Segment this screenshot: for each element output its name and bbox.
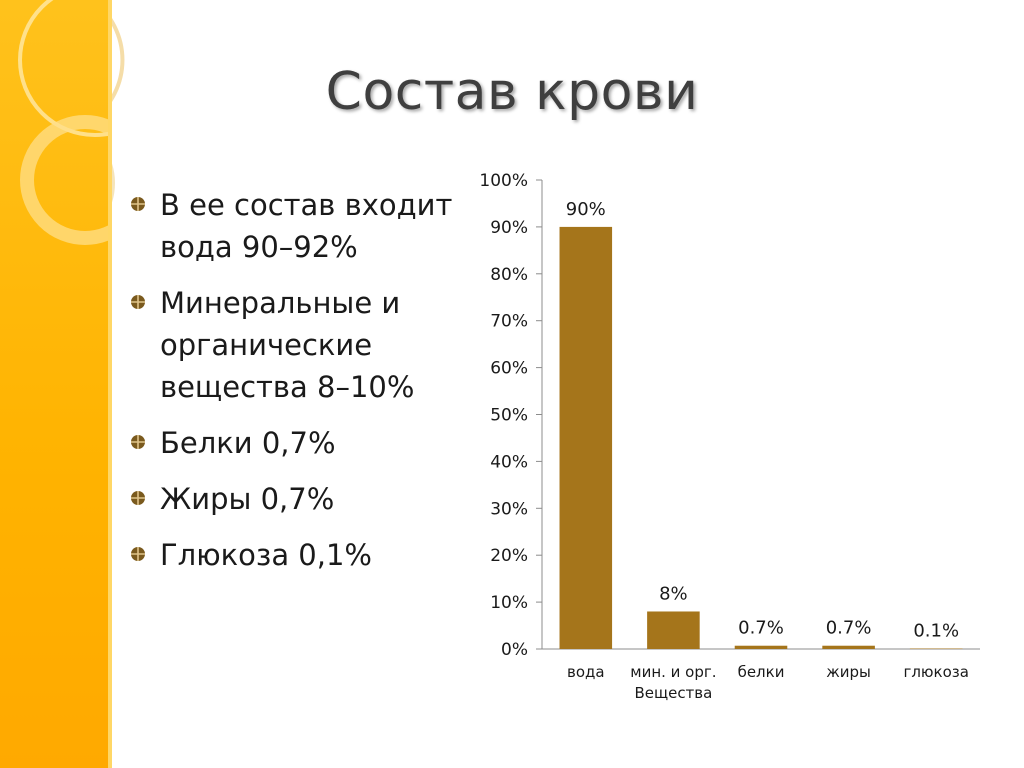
bar bbox=[647, 611, 700, 649]
y-tick-label: 50% bbox=[490, 406, 528, 426]
y-tick-label: 10% bbox=[490, 593, 528, 613]
bullet-text: В ее состав входит вода 90–92% bbox=[160, 188, 453, 264]
y-tick-label: 70% bbox=[490, 312, 528, 332]
bullet-text: Белки 0,7% bbox=[160, 426, 336, 460]
segmented-circle-icon bbox=[131, 547, 145, 561]
y-tick-label: 20% bbox=[490, 546, 528, 566]
bar-data-label: 0.7% bbox=[826, 618, 872, 639]
segmented-circle-icon bbox=[131, 491, 145, 505]
x-tick-label: Вещества bbox=[634, 684, 712, 702]
bullet-text: Минеральные и органические вещества 8–10… bbox=[160, 286, 415, 404]
bar bbox=[734, 645, 788, 649]
bar-data-label: 0.7% bbox=[738, 618, 784, 639]
y-tick-label: 60% bbox=[490, 359, 528, 379]
y-tick-label: 0% bbox=[501, 640, 528, 660]
y-tick-label: 80% bbox=[490, 265, 528, 285]
x-tick-label: жиры bbox=[826, 663, 871, 681]
x-tick-label: мин. и орг. bbox=[630, 663, 716, 681]
bullet-item: В ее состав входит вода 90–92% bbox=[130, 184, 475, 268]
segmented-circle-icon bbox=[131, 435, 145, 449]
x-tick-label: вода bbox=[567, 663, 605, 681]
bar bbox=[822, 645, 875, 649]
y-tick-label: 30% bbox=[490, 499, 528, 519]
x-tick-label: белки bbox=[738, 663, 785, 681]
band-edge bbox=[108, 0, 112, 768]
decorative-circles bbox=[18, 0, 112, 245]
segmented-circle-icon bbox=[131, 295, 145, 309]
decorative-side-band bbox=[0, 0, 112, 768]
bar-data-label: 8% bbox=[659, 583, 688, 604]
decorative-circle-arcs bbox=[112, 18, 125, 203]
y-tick-label: 90% bbox=[490, 218, 528, 238]
bullet-item: Жиры 0,7% bbox=[130, 478, 475, 520]
bullet-item: Минеральные и органические вещества 8–10… bbox=[130, 282, 475, 408]
bullet-item: Глюкоза 0,1% bbox=[130, 534, 475, 576]
bar bbox=[559, 226, 613, 649]
bullet-text: Глюкоза 0,1% bbox=[160, 538, 372, 572]
y-tick-label: 40% bbox=[490, 452, 528, 472]
slide-title: Состав крови bbox=[325, 62, 699, 122]
y-tick-label: 100% bbox=[479, 171, 528, 191]
bar-data-label: 0.1% bbox=[913, 621, 959, 642]
bullet-item: Белки 0,7% bbox=[130, 422, 475, 464]
segmented-circle-icon bbox=[131, 197, 145, 211]
bar-chart: 0% 10% 20% 30% 40% 50% 60% 70% 80% 90% 100% 90% вода… bbox=[479, 171, 980, 702]
bullet-list: В ее состав входит вода 90–92% Минеральн… bbox=[130, 184, 475, 590]
bar bbox=[909, 648, 963, 650]
bullet-text: Жиры 0,7% bbox=[160, 482, 335, 516]
x-tick-label: глюкоза bbox=[903, 663, 969, 681]
bar-data-label: 90% bbox=[566, 199, 606, 220]
